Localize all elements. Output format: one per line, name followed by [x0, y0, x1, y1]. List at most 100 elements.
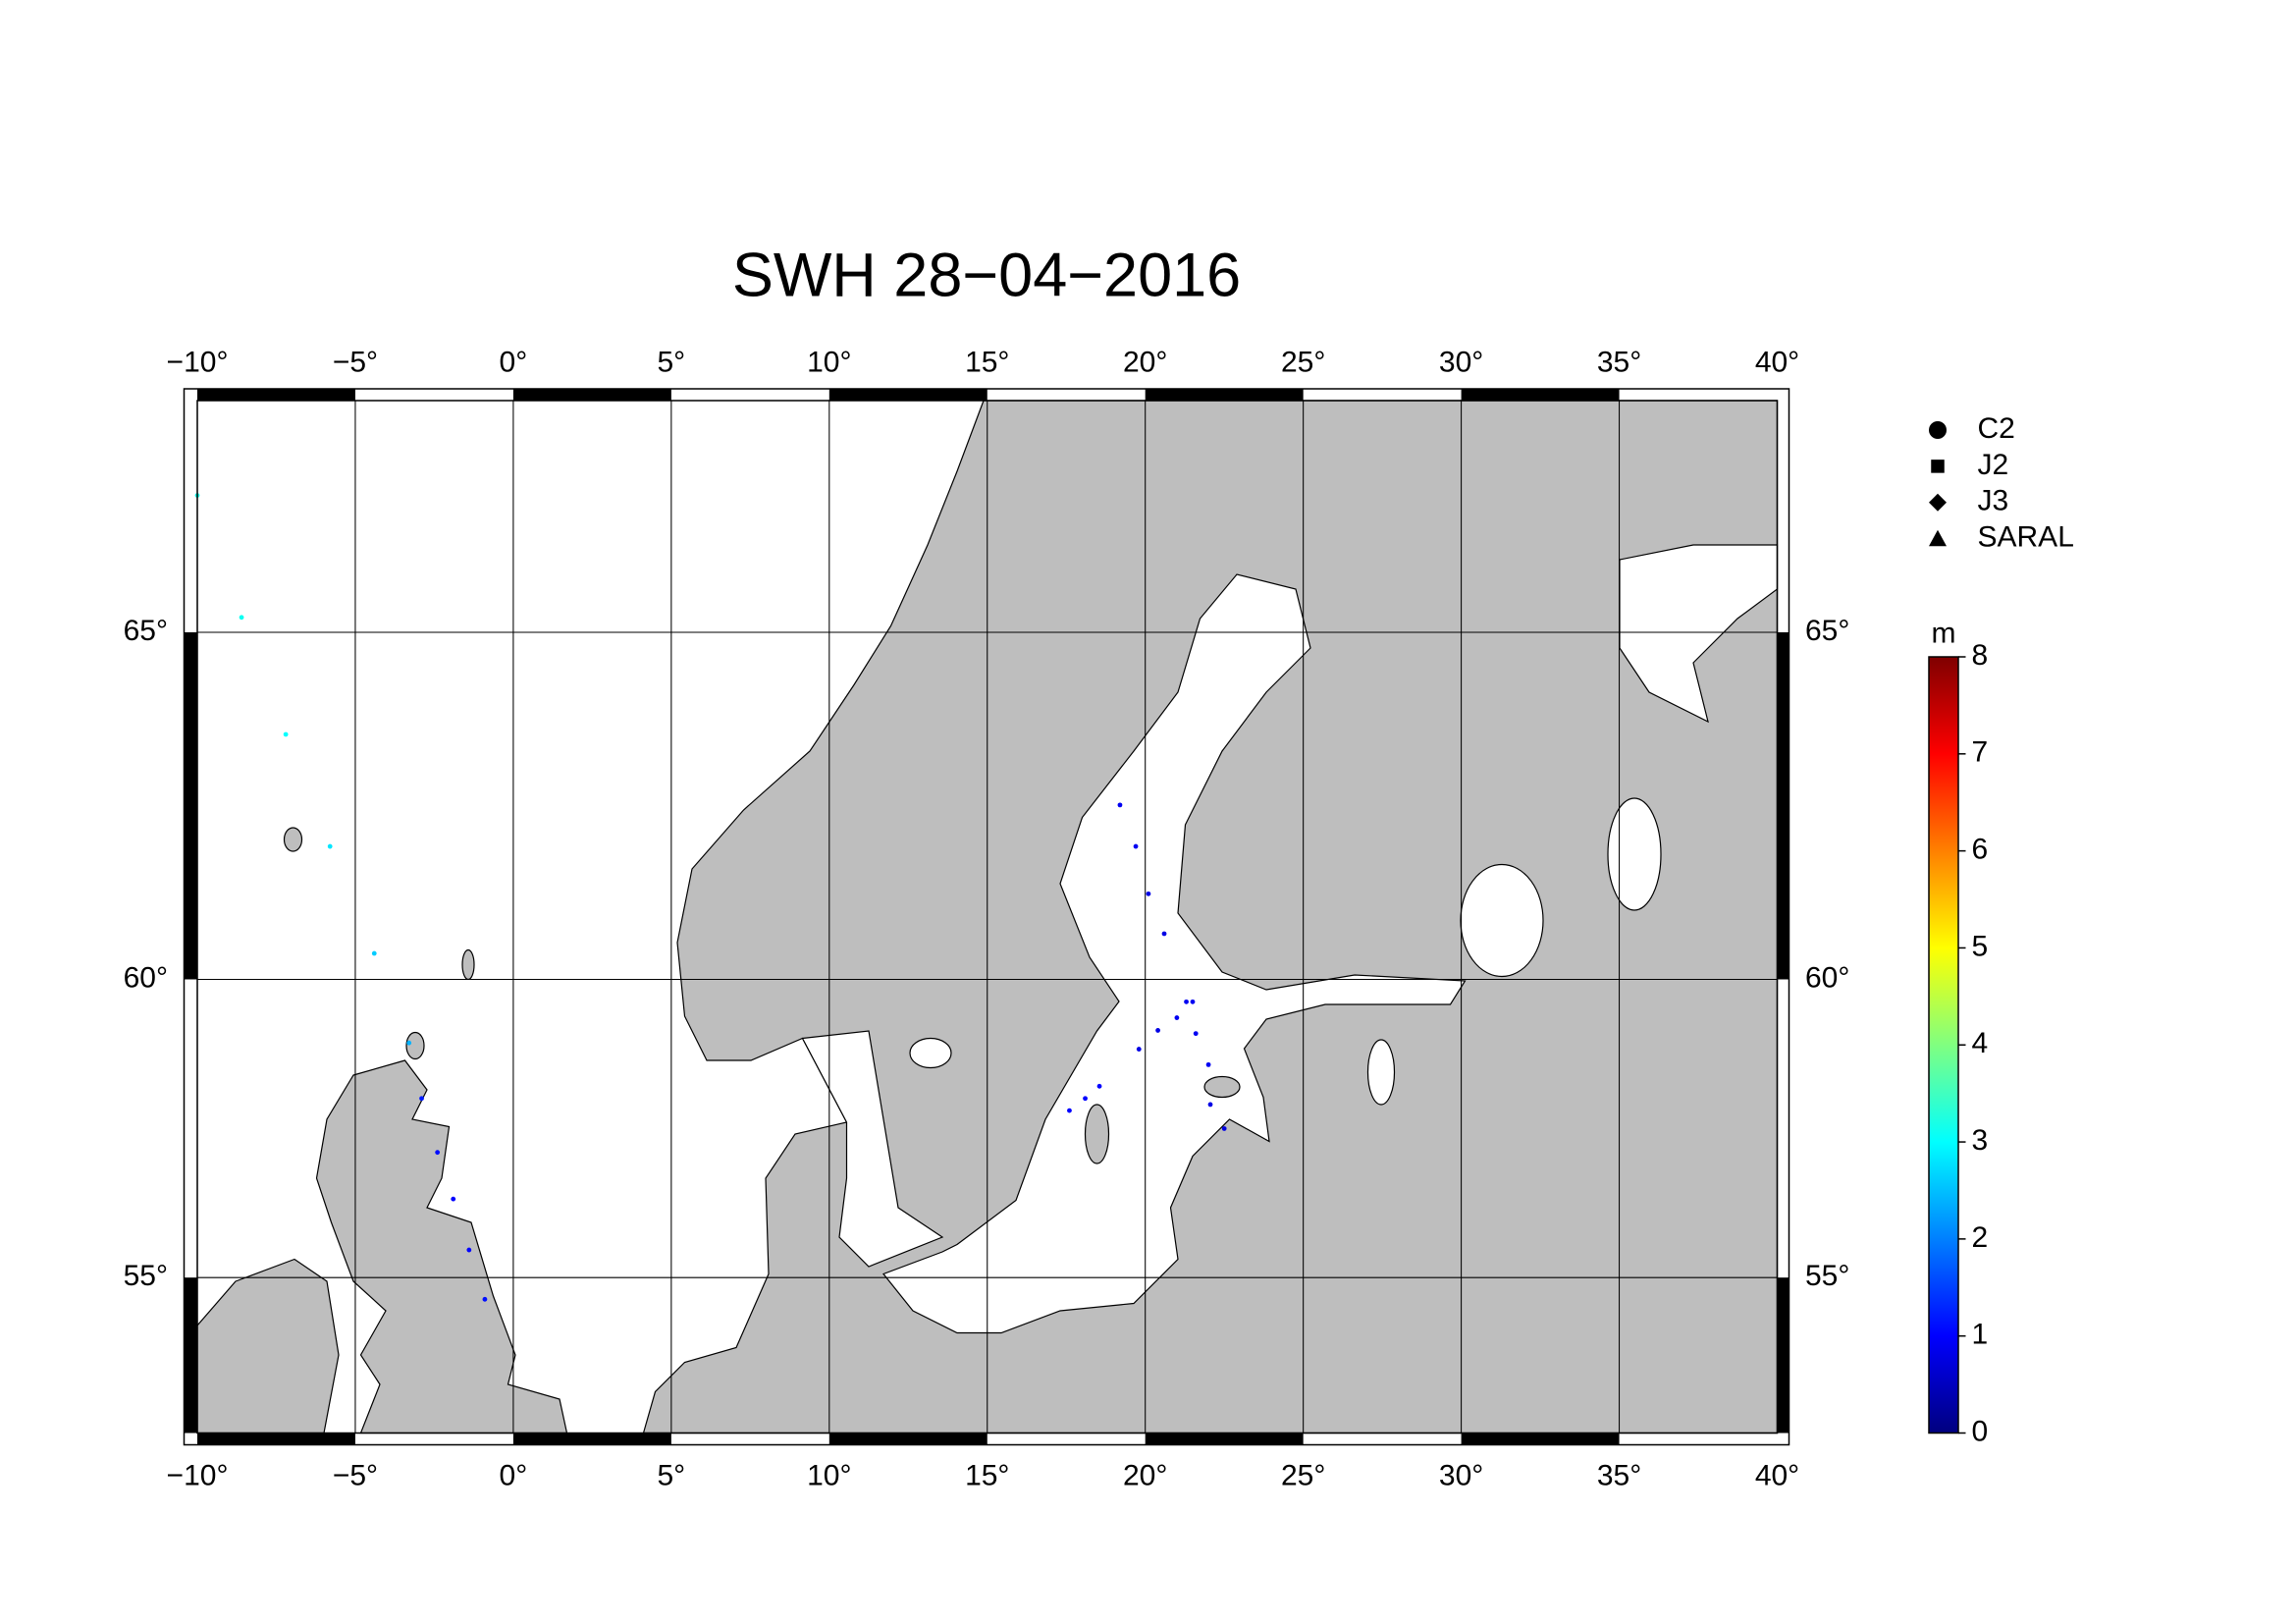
track-point [283, 731, 289, 737]
frame-bar [1777, 1277, 1789, 1434]
track-point [1146, 891, 1151, 896]
colorbar-tick-label: 3 [1972, 1124, 1989, 1157]
land-ireland [196, 1258, 340, 1434]
legend-label: SARAL [1978, 521, 2074, 554]
track-point [1117, 802, 1123, 808]
frame-bar [512, 1433, 671, 1445]
y-tick-label: 60° [1805, 961, 1849, 994]
frame-bar [1145, 1433, 1304, 1445]
x-tick-label: 0° [500, 1459, 528, 1491]
track-point [1136, 1047, 1142, 1052]
island-orkney-west [461, 948, 475, 981]
y-tick-label: 65° [124, 615, 168, 647]
water-baltic [882, 573, 1467, 1334]
track-point [406, 1040, 412, 1046]
x-tick-label: 30° [1439, 1459, 1483, 1491]
y-tick-label: 60° [124, 961, 168, 994]
x-tick-label: 15° [965, 1459, 1009, 1491]
x-tick-label: −10° [167, 346, 229, 378]
track-point [1221, 1126, 1227, 1131]
frame-bar [1145, 389, 1304, 401]
legend-marker [1929, 421, 1948, 439]
x-tick-label: 30° [1439, 346, 1483, 378]
lake-vanern [909, 1037, 952, 1069]
legend-label: J2 [1978, 449, 2009, 481]
lake-ladoga [1460, 863, 1544, 978]
x-tick-label: 10° [807, 346, 851, 378]
legend-marker [1929, 529, 1948, 547]
frame-bar [1777, 631, 1789, 980]
colorbar-tick-label: 0 [1972, 1415, 1989, 1447]
island-faroe [283, 827, 303, 852]
track-point [1161, 931, 1167, 937]
colorbar-label: m [1932, 617, 1956, 649]
legend-marker [1931, 460, 1945, 473]
colorbar-tick-label: 4 [1972, 1027, 1989, 1059]
track-point [1067, 1108, 1072, 1113]
track-point [1205, 1061, 1211, 1067]
colorbar-tick-label: 1 [1972, 1319, 1989, 1351]
lake-onega [1607, 797, 1662, 911]
frame-bar [197, 389, 355, 401]
track-point [419, 1096, 424, 1102]
y-tick-label: 55° [1805, 1260, 1849, 1292]
x-tick-label: 35° [1597, 346, 1641, 378]
x-tick-label: 10° [807, 1459, 851, 1491]
track-point [451, 1196, 456, 1202]
frame-bar [512, 389, 671, 401]
water-white-sea [1619, 544, 1779, 724]
track-point [1155, 1028, 1160, 1033]
x-tick-label: 25° [1281, 1459, 1325, 1491]
land-layer [196, 400, 1779, 1434]
x-tick-label: 40° [1755, 1459, 1799, 1491]
colorbar-tick-label: 7 [1972, 736, 1989, 769]
track-point [1207, 1102, 1213, 1108]
frame-bar [1461, 389, 1620, 401]
track-point [1184, 999, 1189, 1004]
y-tick-label: 65° [1805, 615, 1849, 647]
x-tick-label: 25° [1281, 346, 1325, 378]
y-tick-label: 55° [124, 1260, 168, 1292]
x-tick-label: 35° [1597, 1459, 1641, 1491]
frame-bar [184, 1277, 198, 1434]
x-tick-label: 20° [1123, 346, 1167, 378]
x-tick-label: 15° [965, 346, 1009, 378]
x-tick-label: 5° [658, 346, 686, 378]
frame-bar [184, 631, 198, 980]
track-point [327, 843, 333, 849]
colorbar-tick-label: 2 [1972, 1221, 1989, 1254]
track-point [1083, 1096, 1088, 1102]
track-point [1096, 1083, 1102, 1089]
track-point [482, 1296, 488, 1302]
track-point [435, 1150, 441, 1156]
island-saaremaa [1203, 1075, 1241, 1099]
island-gotland [1084, 1104, 1110, 1164]
track-point [466, 1247, 472, 1253]
lake-peipus [1366, 1039, 1396, 1106]
x-tick-label: 0° [500, 346, 528, 378]
frame-bar [828, 1433, 988, 1445]
frame-bar [1461, 1433, 1620, 1445]
x-tick-label: 20° [1123, 1459, 1167, 1491]
track-point [371, 950, 377, 956]
frame-bar [828, 389, 988, 401]
track-point [239, 615, 244, 621]
island-shetland [405, 1031, 425, 1060]
x-tick-label: 5° [658, 1459, 686, 1491]
track-point [1190, 999, 1196, 1004]
water-skagerrak [801, 1030, 944, 1268]
x-tick-label: −5° [333, 1459, 378, 1491]
track-point [1133, 843, 1139, 849]
land-scandinavia [642, 400, 1779, 1434]
colorbar [1928, 656, 1959, 1434]
legend-label: C2 [1978, 412, 2015, 445]
x-tick-label: −5° [333, 346, 378, 378]
legend-label: J3 [1978, 485, 2009, 517]
track-point [1174, 1015, 1180, 1020]
x-tick-label: 40° [1755, 346, 1799, 378]
colorbar-tick-label: 5 [1972, 930, 1989, 962]
map-title: SWH 28−04−2016 [732, 242, 1241, 310]
legend-marker [1929, 493, 1948, 512]
